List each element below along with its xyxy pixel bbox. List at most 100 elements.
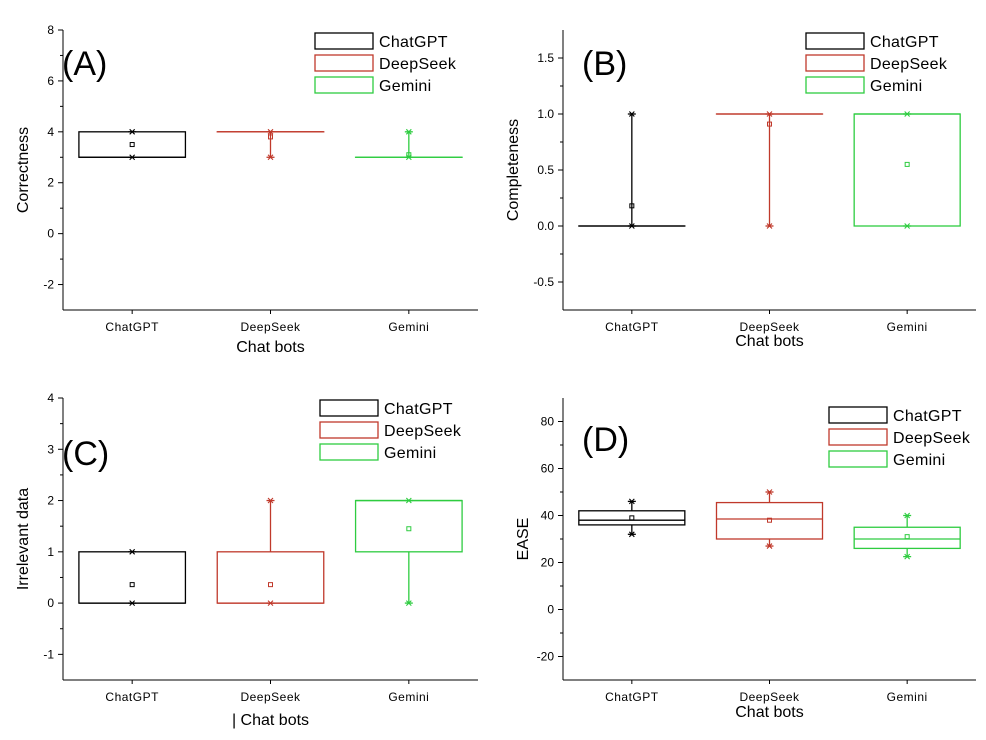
x-tick-label: DeepSeek [240, 320, 301, 334]
y-tick-label: 40 [541, 509, 555, 523]
min-marker [628, 223, 635, 229]
legend-label: ChatGPT [379, 34, 448, 51]
legend-label: Gemini [893, 452, 945, 469]
mean-marker [904, 161, 910, 167]
y-tick-label: 0 [47, 596, 54, 610]
y-tick-label: 3 [47, 442, 54, 456]
legend-swatch-gemini [319, 443, 379, 461]
box-rect [354, 499, 463, 553]
box-rect [715, 501, 824, 540]
min-marker [129, 600, 136, 606]
max-marker [904, 512, 911, 519]
panel-label: (B) [582, 45, 627, 83]
panel-label: (A) [62, 45, 107, 83]
mean-marker [129, 582, 135, 588]
box-rect [216, 551, 325, 604]
box-chatgpt [578, 111, 686, 229]
x-tick-label: DeepSeek [739, 690, 800, 704]
min-marker [904, 223, 911, 229]
legend: ChatGPT DeepSeek Gemini [805, 32, 948, 95]
panel-label: (C) [62, 435, 109, 473]
mean-marker [767, 121, 772, 127]
legend-swatch-deepseek [319, 421, 379, 439]
max-marker [129, 128, 136, 135]
legend-label: ChatGPT [384, 401, 453, 418]
box-rect [78, 551, 187, 604]
legend-label: Gemini [870, 78, 922, 95]
x-tick-label: ChatGPT [605, 320, 659, 334]
y-tick-label: 0.0 [537, 219, 554, 233]
mean-marker [406, 152, 412, 158]
box-chatgpt [78, 548, 187, 606]
panel-label: (D) [582, 421, 629, 459]
mean-marker [129, 142, 135, 148]
mean-marker [629, 515, 635, 521]
min-marker [129, 154, 136, 161]
mean-marker [268, 582, 273, 588]
legend-label: ChatGPT [893, 408, 962, 425]
box-gemini [354, 128, 463, 161]
x-tick-label: ChatGPT [605, 690, 659, 704]
legend-swatch-gemini [314, 76, 374, 94]
legend: ChatGPT DeepSeek Gemini [828, 406, 971, 469]
mean-marker [406, 526, 412, 532]
y-tick-label: 20 [541, 556, 555, 570]
y-axis-title: EASE [515, 518, 532, 561]
max-marker [405, 128, 412, 135]
chart-panel-3: -1 0 1 2 3 4 ChatGPT DeepSeek Gemini | Chat bots I… [15, 391, 478, 729]
legend-swatch-chatgpt [828, 406, 888, 424]
x-tick-label: ChatGPT [105, 690, 159, 704]
legend-swatch-deepseek [314, 54, 374, 72]
legend: ChatGPT DeepSeek Gemini [319, 399, 462, 462]
legend-label: Gemini [384, 445, 436, 462]
chart-panel-4: -20 0 20 40 60 80 ChatGPT DeepSeek Gemini Chat bo… [515, 398, 976, 721]
x-axis-title: Chat bots [236, 339, 304, 356]
box-rect [78, 131, 187, 158]
box-deepseek [216, 128, 325, 161]
box-rect [578, 510, 686, 526]
y-axis-title: Irrelevant data [15, 488, 32, 590]
max-marker [628, 111, 635, 117]
y-tick-label: 4 [47, 125, 54, 139]
max-marker [766, 111, 773, 117]
legend-swatch-chatgpt [805, 32, 865, 50]
legend-label: DeepSeek [893, 430, 971, 447]
mean-marker [629, 203, 635, 209]
y-tick-label: 6 [47, 74, 54, 88]
legend-swatch-chatgpt [319, 399, 379, 417]
x-tick-label: Gemini [887, 690, 928, 704]
y-tick-label: 80 [541, 415, 555, 429]
y-tick-label: 0.5 [537, 163, 554, 177]
max-marker [904, 111, 911, 117]
y-tick-label: 0 [47, 227, 54, 241]
x-tick-label: Gemini [388, 320, 429, 334]
y-tick-label: -2 [43, 278, 54, 292]
box-deepseek [715, 489, 824, 549]
mean-marker [767, 517, 772, 523]
chart-panel-1: -2 0 2 4 6 8 ChatGPT DeepSeek Gemini Chat bots Cor… [15, 23, 478, 356]
box-gemini [853, 512, 961, 560]
max-marker [129, 548, 136, 555]
legend-swatch-deepseek [805, 54, 865, 72]
box-chatgpt [578, 498, 686, 538]
y-tick-label: 4 [47, 391, 54, 405]
legend-swatch-deepseek [828, 428, 888, 446]
x-axis-title: Chat bots [735, 333, 803, 350]
y-tick-label: -1 [43, 647, 54, 661]
x-tick-label: Gemini [887, 320, 928, 334]
legend-label: DeepSeek [379, 56, 457, 73]
min-marker [904, 553, 911, 560]
legend: ChatGPT DeepSeek Gemini [314, 32, 457, 95]
x-tick-label: ChatGPT [105, 320, 159, 334]
y-tick-label: 1.5 [537, 51, 554, 65]
max-marker [267, 497, 274, 504]
min-marker [267, 600, 274, 606]
box-gemini [853, 111, 961, 229]
min-marker [267, 154, 274, 161]
y-tick-label: 2 [47, 494, 54, 508]
x-axis-title: Chat bots [735, 704, 803, 721]
y-tick-label: 60 [541, 462, 555, 476]
legend-label: ChatGPT [870, 34, 939, 51]
